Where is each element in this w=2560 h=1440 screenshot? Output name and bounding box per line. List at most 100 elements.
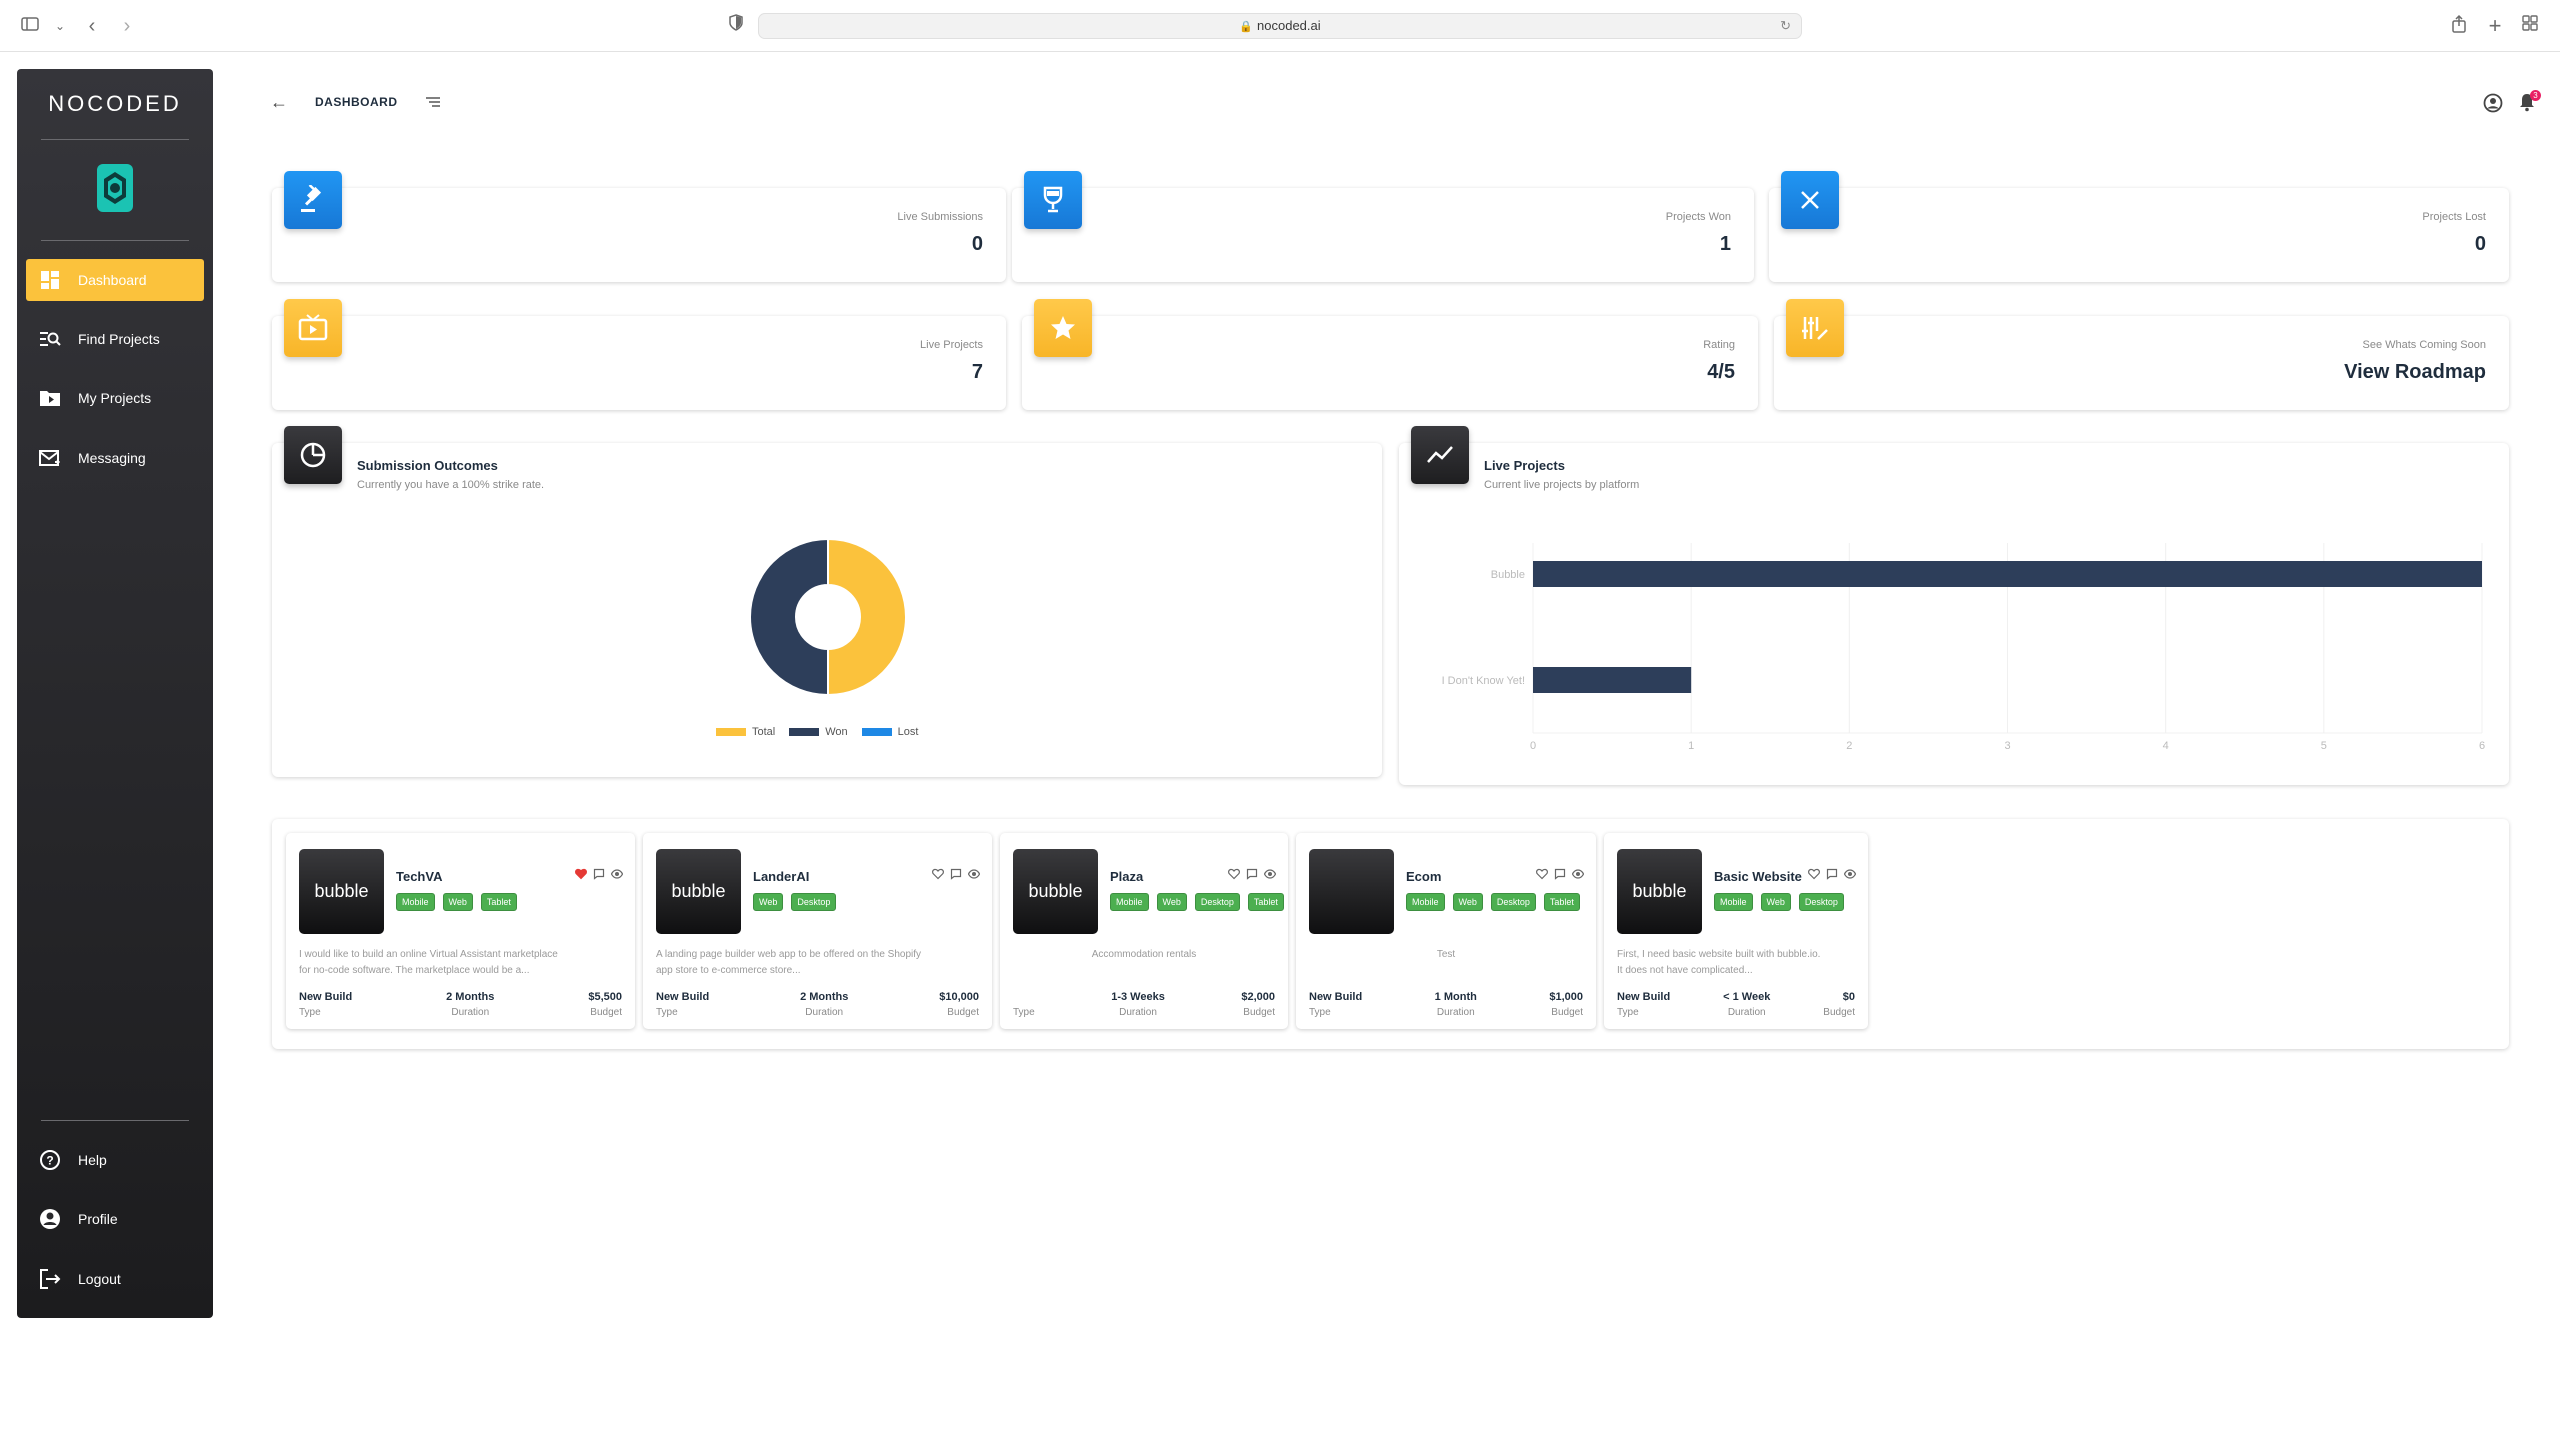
eye-icon[interactable]: [610, 867, 624, 879]
description-line: Test: [1436, 949, 1456, 960]
new-tab-icon[interactable]: +: [2488, 13, 2502, 38]
pie-chart-icon: [284, 426, 342, 484]
forward-icon[interactable]: ›: [123, 15, 131, 37]
project-description: I would like to build an online Virtual …: [299, 947, 558, 979]
project-card[interactable]: bubble LanderAI Web Desktop A landing pag…: [643, 833, 992, 1029]
type-value: New Build: [299, 991, 353, 1003]
project-stats: Type 1-3 Weeks Duration $2,000 Budget: [1013, 991, 1275, 1018]
sidebar-item-logout[interactable]: Logout: [26, 1258, 204, 1300]
sidebar-item-my-projects[interactable]: My Projects: [26, 377, 204, 419]
project-description: Test: [1296, 947, 1596, 963]
back-arrow-icon[interactable]: ←: [270, 92, 288, 112]
comment-icon[interactable]: [1246, 867, 1258, 880]
sidebar-item-find-projects[interactable]: Find Projects: [26, 318, 204, 360]
heart-icon[interactable]: [1536, 867, 1548, 880]
sidebar-logo[interactable]: NOCODED: [48, 91, 182, 116]
budget-label: Budget: [590, 1007, 622, 1018]
project-thumbnail: bubble: [299, 849, 384, 934]
legend-label[interactable]: Lost: [897, 726, 919, 738]
chart-legend: Total Won Lost: [702, 726, 918, 738]
lock-icon: 🔒: [1239, 21, 1254, 33]
back-icon[interactable]: ‹: [88, 15, 96, 37]
dashboard-icon: [38, 268, 62, 292]
project-name[interactable]: TechVA: [396, 869, 443, 884]
stat-label: Live Submissions: [897, 211, 983, 223]
duration-value: 2 Months: [800, 991, 849, 1003]
project-name[interactable]: LanderAI: [753, 869, 810, 884]
share-icon[interactable]: [2447, 14, 2471, 38]
project-card[interactable]: bubble Plaza Mobile Web Desktop Tablet Acco…: [1000, 833, 1288, 1029]
project-card[interactable]: bubble Basic Website Mobile Web Desktop Fi…: [1604, 833, 1868, 1029]
sidebar-item-messaging[interactable]: Messaging: [26, 437, 204, 479]
comment-icon[interactable]: [1826, 867, 1838, 880]
eye-icon[interactable]: [967, 867, 981, 879]
stat-card-rating: Rating 4/5: [1022, 299, 1758, 410]
type-label: Type: [1617, 1007, 1639, 1018]
comment-icon[interactable]: [593, 867, 605, 880]
sidebar-item-label: Help: [78, 1152, 107, 1168]
chart-subtitle: Current live projects by platform: [1484, 479, 1640, 491]
stat-label: Rating: [1703, 339, 1735, 351]
comment-icon[interactable]: [950, 867, 962, 880]
heart-icon[interactable]: [1808, 867, 1820, 880]
stat-card-roadmap[interactable]: See Whats Coming Soon View Roadmap: [1774, 299, 2509, 410]
brand-badge-icon: [95, 162, 135, 214]
project-name[interactable]: Basic Website: [1714, 869, 1802, 884]
eye-icon[interactable]: [1571, 867, 1585, 879]
url-text: nocoded.ai: [1257, 18, 1321, 33]
eye-icon[interactable]: [1843, 867, 1857, 879]
platform-tag: Desktop: [1194, 893, 1240, 911]
legend-label[interactable]: Won: [825, 726, 848, 738]
donut-slice-total[interactable]: [827, 537, 907, 697]
platform-tag: Desktop: [1798, 893, 1844, 911]
duration-value: 2 Months: [446, 991, 495, 1003]
reload-icon[interactable]: ↻: [1780, 18, 1791, 33]
project-card[interactable]: bubble TechVA Mobile Web Tablet I would li…: [286, 833, 635, 1029]
project-budget: $2,000 Budget: [1241, 991, 1275, 1018]
heart-icon[interactable]: [1228, 867, 1240, 880]
platform-tag: Desktop: [1490, 893, 1536, 911]
budget-value: $0: [1842, 991, 1855, 1003]
project-card[interactable]: Ecom Mobile Web Desktop Tablet Test New Bui…: [1296, 833, 1596, 1029]
platform-tag: Tablet: [1247, 893, 1284, 911]
heart-icon[interactable]: [575, 867, 587, 880]
project-name[interactable]: Ecom: [1406, 869, 1442, 884]
sidebar-toggle-icon[interactable]: [18, 14, 42, 38]
project-name[interactable]: Plaza: [1110, 869, 1144, 884]
bar[interactable]: [1533, 561, 2482, 587]
project-description: Accommodation rentals: [1000, 947, 1288, 963]
view-roadmap-link[interactable]: View Roadmap: [2344, 361, 2486, 383]
url-field[interactable]: 🔒 nocoded.ai ↻: [758, 13, 1802, 39]
projects-panel: bubble TechVA Mobile Web Tablet I would li…: [272, 819, 2509, 1049]
bar[interactable]: [1533, 667, 1692, 693]
project-type: New Build Type: [299, 991, 352, 1018]
budget-label: Budget: [1243, 1007, 1275, 1018]
type-value: New Build: [1617, 991, 1671, 1003]
type-label: Type: [1013, 1007, 1035, 1018]
stat-value: 0: [971, 233, 983, 255]
tab-overview-icon[interactable]: [2518, 14, 2542, 38]
donut-slice-won[interactable]: [749, 537, 829, 697]
sidebar-item-dashboard[interactable]: Dashboard: [26, 259, 204, 301]
project-stats: New Build Type 2 Months Duration $5,500 …: [299, 991, 622, 1018]
platform-tag: Tablet: [1543, 893, 1580, 911]
thumbnail-label: bubble: [1028, 881, 1083, 901]
shield-icon[interactable]: [724, 14, 748, 38]
account-icon[interactable]: [2483, 93, 2503, 113]
project-type: New Build Type: [656, 991, 709, 1018]
legend-label[interactable]: Total: [752, 726, 776, 738]
platform-tag: Web: [753, 893, 784, 911]
chevron-down-icon[interactable]: ⌄: [54, 19, 66, 33]
sidebar-item-help[interactable]: ? Help: [26, 1139, 204, 1181]
chart-subtitle: Currently you have a 100% strike rate.: [357, 479, 545, 491]
menu-icon[interactable]: [425, 95, 441, 109]
heart-icon[interactable]: [932, 867, 944, 880]
trophy-icon: [1024, 171, 1082, 229]
sidebar-divider: [41, 1120, 189, 1121]
project-tags: Mobile Web Desktop Tablet: [1406, 893, 1580, 911]
sidebar-item-profile[interactable]: Profile: [26, 1198, 204, 1240]
category-label: Bubble: [1491, 569, 1525, 581]
comment-icon[interactable]: [1554, 867, 1566, 880]
description-line: It does not have complicated...: [1617, 965, 1753, 976]
eye-icon[interactable]: [1263, 867, 1277, 879]
